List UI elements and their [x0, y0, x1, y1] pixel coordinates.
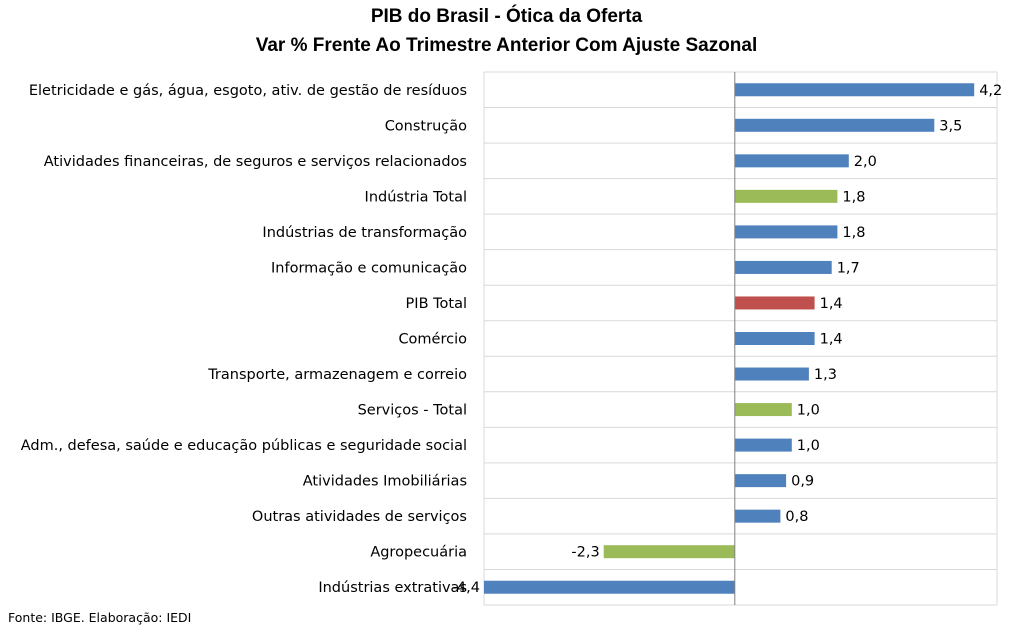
- chart-subtitle: Var % Frente Ao Trimestre Anterior Com A…: [255, 35, 758, 56]
- category-label: Construção: [385, 118, 467, 134]
- category-label: Adm., defesa, saúde e educação públicas …: [21, 438, 467, 454]
- bar: [603, 545, 735, 559]
- value-label: 1,7: [837, 260, 860, 276]
- source-note: Fonte: IBGE. Elaboração: IEDI: [8, 610, 192, 625]
- bar: [734, 260, 832, 274]
- value-label: 1,8: [842, 189, 865, 205]
- value-label: 1,4: [820, 332, 843, 348]
- category-label: Indústrias de transformação: [262, 225, 467, 241]
- value-label: -4,4: [452, 580, 480, 596]
- value-label: 1,4: [820, 296, 843, 312]
- category-label: Informação e comunicação: [271, 260, 467, 276]
- value-label: 1,0: [797, 403, 820, 419]
- bar: [734, 189, 838, 203]
- category-label: Eletricidade e gás, água, esgoto, ativ. …: [29, 83, 467, 99]
- bar: [734, 367, 809, 381]
- value-label: 2,0: [854, 154, 877, 170]
- bar: [734, 154, 849, 168]
- value-label: 0,9: [791, 474, 814, 490]
- bar: [734, 118, 935, 132]
- value-label: 4,2: [979, 83, 1002, 99]
- category-label: Serviços - Total: [358, 403, 467, 419]
- bar: [734, 225, 838, 239]
- category-label: Indústria Total: [365, 189, 467, 205]
- bar: [734, 332, 815, 345]
- category-label: PIB Total: [406, 296, 467, 312]
- category-label: Atividades financeiras, de seguros e ser…: [44, 154, 467, 170]
- category-label: Outras atividades de serviços: [252, 509, 467, 525]
- category-label: Transporte, armazenagem e correio: [207, 367, 467, 383]
- category-label: Atividades Imobiliárias: [303, 474, 467, 490]
- bar: [734, 403, 792, 417]
- bar: [734, 83, 975, 97]
- value-label: 0,8: [785, 509, 808, 525]
- category-label: Comércio: [398, 332, 467, 348]
- value-label: 3,5: [939, 118, 962, 134]
- bar: [734, 509, 781, 523]
- value-label: -2,3: [571, 545, 599, 561]
- bar: [734, 474, 787, 488]
- chart-title: PIB do Brasil - Ótica da Oferta: [370, 6, 643, 27]
- value-label: 1,0: [797, 438, 820, 454]
- bar: [734, 296, 815, 310]
- category-label: Indústrias extrativas: [318, 580, 467, 596]
- value-label: 1,8: [842, 225, 865, 241]
- category-label: Agropecuária: [370, 545, 467, 561]
- bar: [734, 438, 792, 452]
- value-label: 1,3: [814, 367, 837, 383]
- bar: [484, 580, 735, 594]
